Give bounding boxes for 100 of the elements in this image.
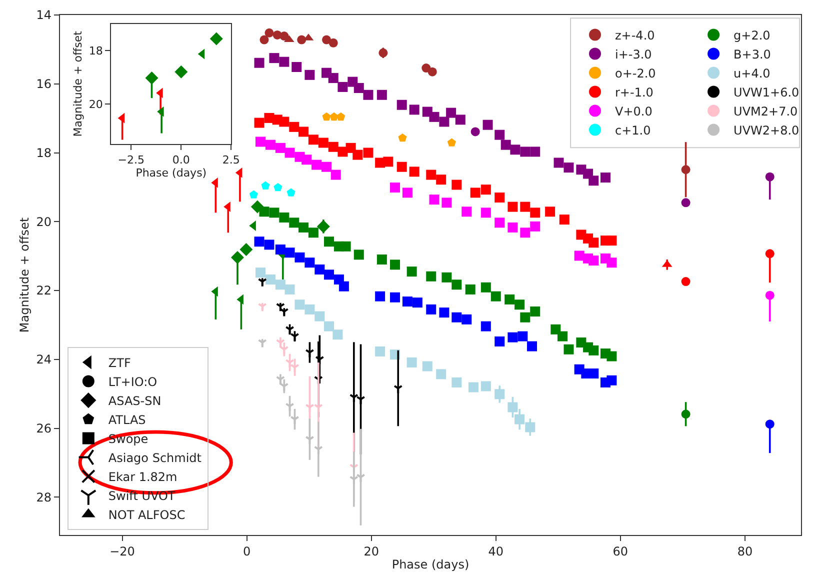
- point: [258, 302, 267, 312]
- point: [265, 140, 276, 150]
- point: [588, 256, 599, 266]
- y-tick-label: 14: [36, 8, 52, 22]
- point: [258, 278, 267, 288]
- point: [452, 280, 462, 290]
- point: [324, 270, 334, 280]
- point: [145, 72, 158, 85]
- point: [256, 136, 266, 147]
- point: [322, 162, 332, 172]
- point: [279, 212, 290, 222]
- point: [480, 381, 491, 392]
- x-tick-label: 0: [242, 544, 251, 558]
- point: [390, 182, 400, 193]
- point: [442, 198, 452, 208]
- point: [284, 284, 295, 294]
- point: [324, 236, 334, 247]
- point: [338, 281, 349, 292]
- point: [508, 332, 518, 342]
- y-tick-label: 26: [36, 421, 52, 436]
- x-tick-label: −2.5: [118, 153, 144, 166]
- point: [446, 108, 456, 118]
- point: [436, 174, 446, 185]
- point: [436, 369, 446, 380]
- point: [426, 170, 436, 180]
- point: [308, 134, 318, 145]
- x-tick-label: 0.0: [172, 153, 190, 166]
- point: [490, 291, 501, 302]
- x-tick-label: 40: [488, 544, 504, 558]
- point: [494, 130, 505, 140]
- point: [174, 65, 188, 78]
- point: [520, 228, 530, 238]
- point: [765, 420, 774, 429]
- legend-label: UVW2+8.0: [734, 123, 800, 138]
- point: [480, 282, 491, 292]
- legend-label: LT+IO:O: [108, 374, 158, 389]
- point: [294, 252, 305, 262]
- legend-label: o+-2.0: [614, 66, 656, 80]
- point: [482, 120, 493, 130]
- point: [383, 156, 394, 167]
- point: [588, 176, 599, 186]
- y-tick-label: 24: [36, 352, 52, 367]
- point: [338, 82, 348, 92]
- point: [468, 382, 478, 392]
- point: [314, 404, 324, 414]
- point: [494, 389, 505, 400]
- point: [494, 218, 505, 228]
- x-tick-label: 20: [364, 544, 379, 558]
- point: [297, 35, 306, 44]
- point: [480, 321, 491, 332]
- point: [550, 324, 561, 334]
- point: [520, 202, 530, 212]
- legend-label: r+-1.0: [614, 85, 654, 100]
- point: [508, 222, 518, 232]
- point: [508, 202, 518, 212]
- point: [422, 64, 431, 73]
- point: [316, 220, 330, 233]
- point: [504, 294, 515, 304]
- point: [559, 214, 570, 225]
- point: [304, 70, 315, 80]
- point: [396, 162, 407, 172]
- point: [406, 357, 417, 368]
- point: [376, 90, 387, 100]
- point: [254, 118, 264, 128]
- point: [279, 116, 290, 127]
- legend-label: ATLAS: [108, 412, 146, 427]
- point: [314, 446, 324, 456]
- point: [390, 260, 400, 270]
- point: [363, 148, 374, 158]
- point: [514, 414, 525, 424]
- point: [274, 183, 282, 192]
- point: [402, 296, 412, 307]
- point: [286, 188, 296, 196]
- point: [588, 345, 599, 356]
- point: [240, 243, 253, 256]
- legend-label: NOT ALFOSC: [108, 508, 186, 522]
- point: [494, 336, 505, 346]
- point: [439, 116, 450, 127]
- point: [765, 172, 774, 182]
- point: [302, 154, 312, 165]
- point: [322, 112, 331, 121]
- point: [396, 100, 407, 110]
- point: [606, 351, 617, 362]
- point: [510, 144, 520, 155]
- point: [275, 142, 286, 153]
- legend-label: ASAS-SN: [108, 394, 162, 408]
- x-tick-label: 60: [612, 544, 628, 558]
- point: [394, 384, 403, 394]
- point: [332, 330, 343, 340]
- point: [564, 344, 574, 354]
- point: [375, 346, 386, 356]
- point: [330, 112, 338, 121]
- point: [305, 349, 314, 358]
- legend-label: u+4.0: [734, 66, 770, 80]
- point: [455, 114, 466, 125]
- point: [284, 148, 295, 158]
- point: [378, 48, 388, 58]
- point: [545, 206, 556, 217]
- legend-label: c+1.0: [614, 123, 651, 138]
- point: [285, 326, 294, 336]
